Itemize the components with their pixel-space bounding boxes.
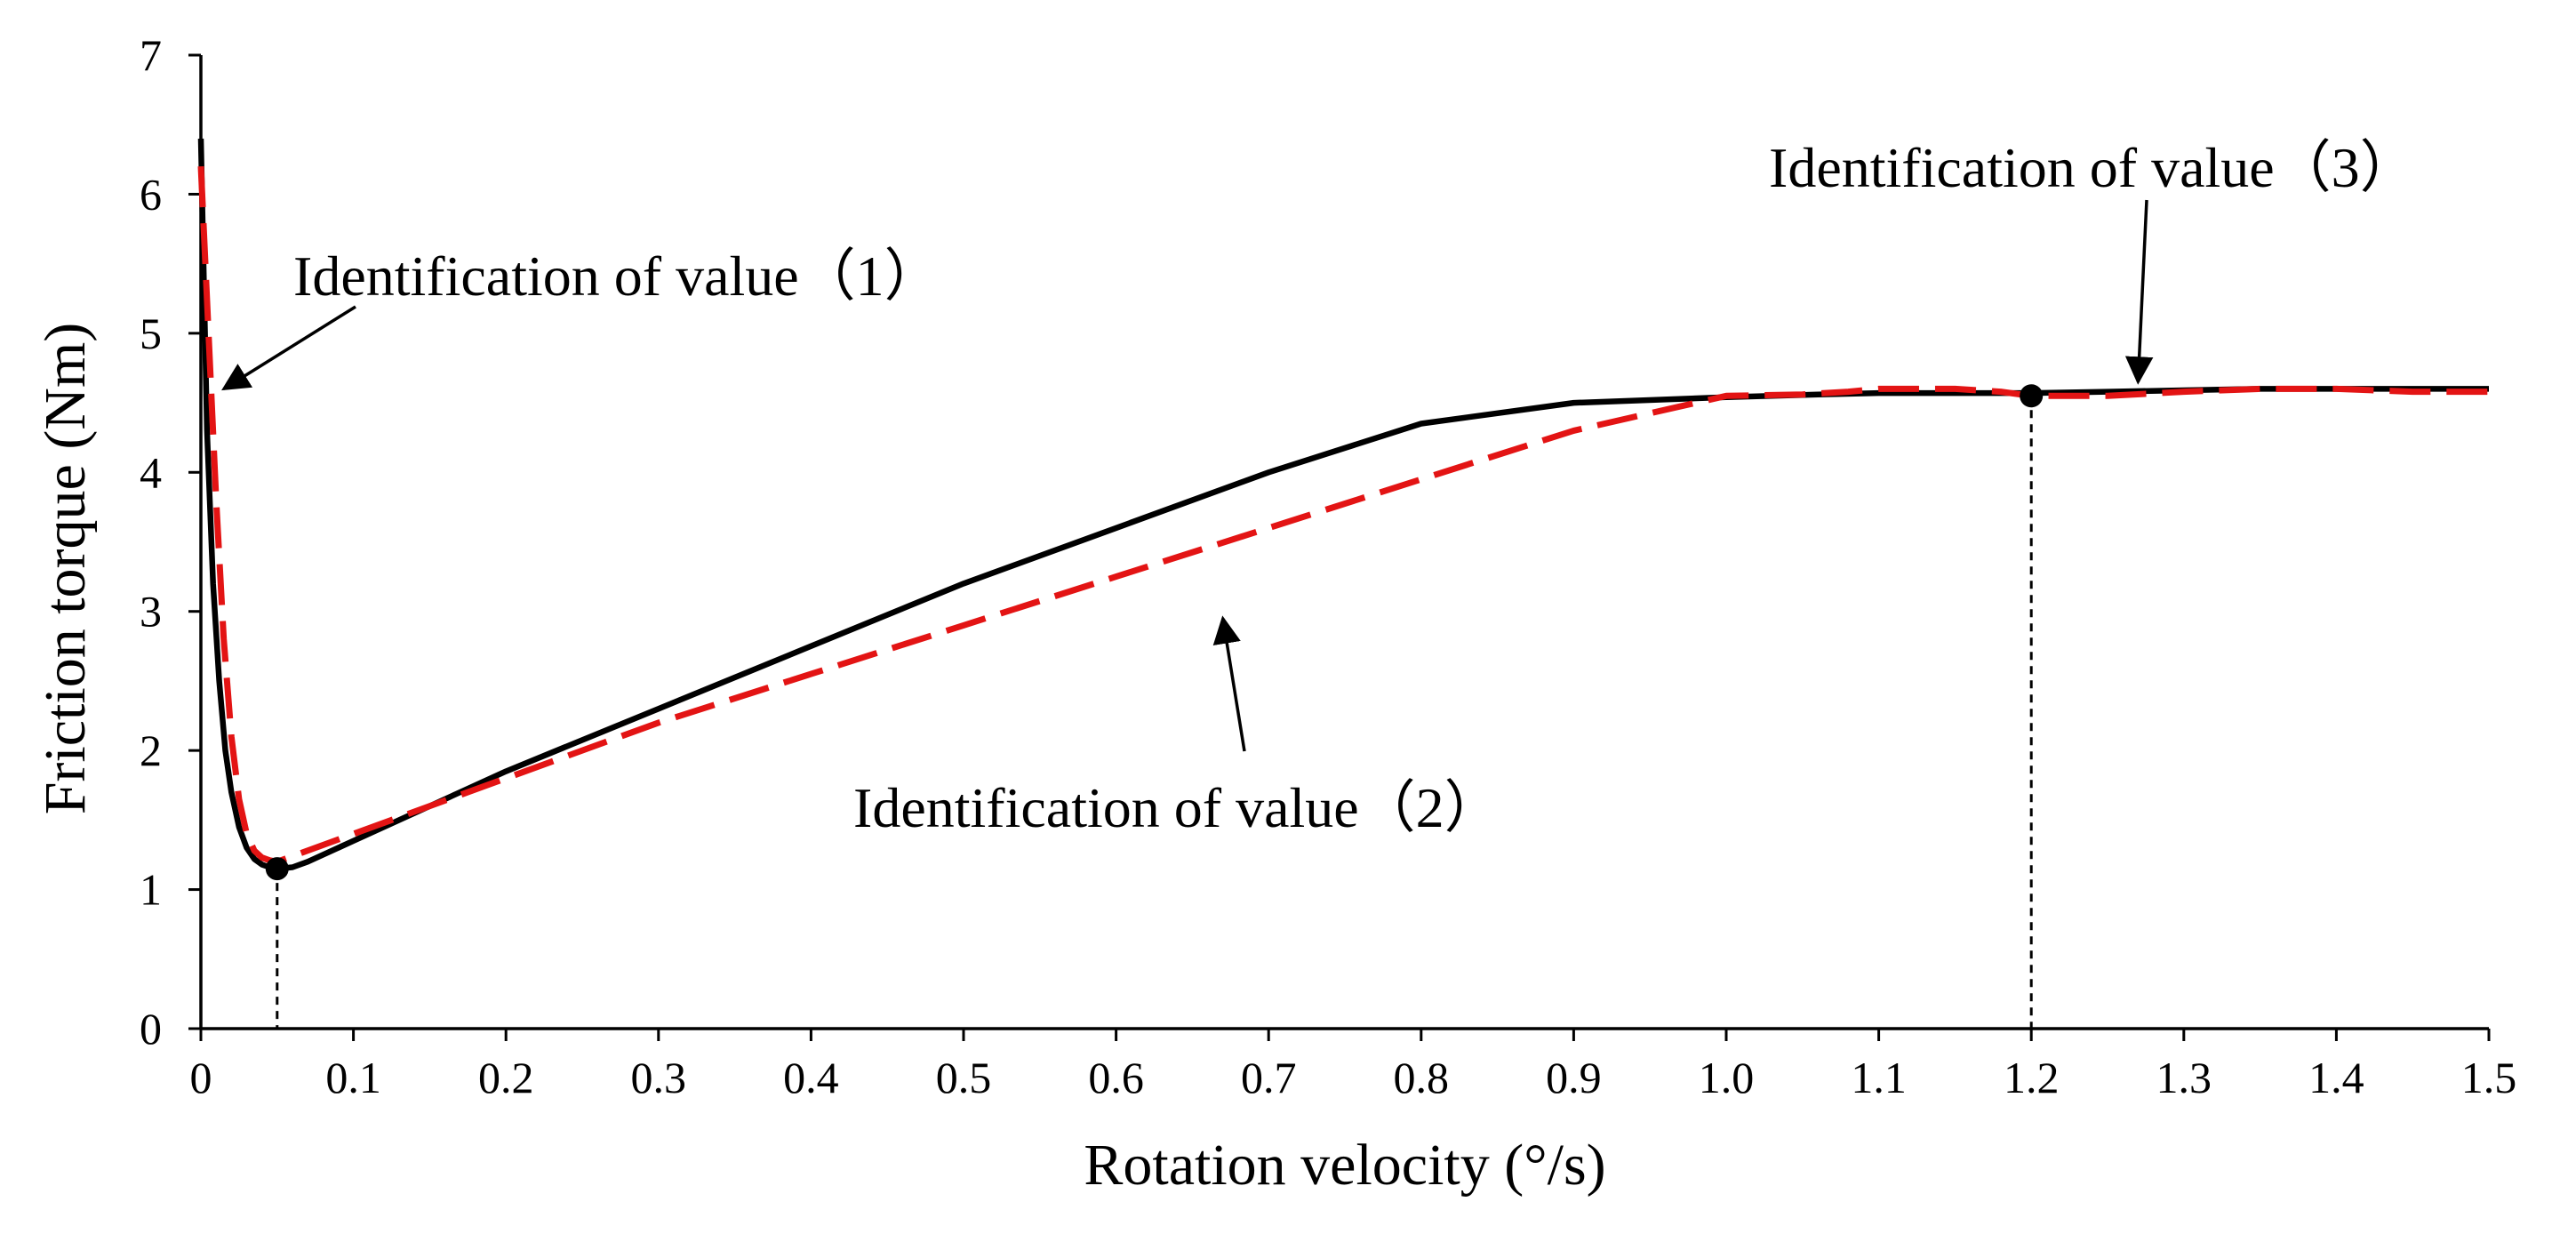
x-axis-title: Rotation velocity (°/s) xyxy=(1084,1133,1605,1198)
annotation-arrow xyxy=(2124,199,2154,385)
x-tick-label: 0.7 xyxy=(1241,1053,1297,1102)
x-tick-label: 0.2 xyxy=(478,1053,534,1102)
y-tick-label: 7 xyxy=(140,30,162,80)
x-tick-label: 0.3 xyxy=(631,1053,687,1102)
data-point-marker xyxy=(2020,384,2044,408)
annotation-arrow xyxy=(1212,615,1246,752)
annotation-label: Identification of value（3） xyxy=(1769,136,2417,199)
y-tick-label: 0 xyxy=(140,1004,162,1054)
x-tick-label: 0.9 xyxy=(1546,1053,1602,1102)
y-tick-label: 4 xyxy=(140,447,162,497)
x-tick-label: 0.8 xyxy=(1394,1053,1450,1102)
x-tick-label: 1.2 xyxy=(2004,1053,2060,1102)
annotation-label: Identification of value（2） xyxy=(853,776,1501,839)
y-tick-label: 3 xyxy=(140,587,162,637)
x-tick-label: 1.5 xyxy=(2461,1053,2517,1102)
x-tick-label: 0.1 xyxy=(325,1053,381,1102)
x-tick-label: 0 xyxy=(190,1053,212,1102)
x-tick-label: 0.4 xyxy=(783,1053,839,1102)
x-tick-label: 0.5 xyxy=(936,1053,992,1102)
series-line-measured xyxy=(197,138,2489,872)
annotation-arrow xyxy=(221,305,356,391)
annotation-label: Identification of value（1） xyxy=(293,244,941,308)
x-tick-label: 1.4 xyxy=(2308,1053,2364,1102)
y-tick-label: 5 xyxy=(140,308,162,358)
x-tick-label: 1.3 xyxy=(2156,1053,2212,1102)
x-tick-label: 1.1 xyxy=(1851,1053,1907,1102)
x-tick-label: 0.6 xyxy=(1088,1053,1144,1102)
series-line-identified xyxy=(197,165,2489,865)
y-tick-label: 2 xyxy=(140,725,162,775)
data-point-marker xyxy=(265,857,289,881)
y-axis-title: Friction torque (Nm) xyxy=(33,323,98,815)
x-tick-label: 1.0 xyxy=(1699,1053,1755,1102)
y-tick-label: 6 xyxy=(140,169,162,219)
y-tick-label: 1 xyxy=(140,865,162,915)
